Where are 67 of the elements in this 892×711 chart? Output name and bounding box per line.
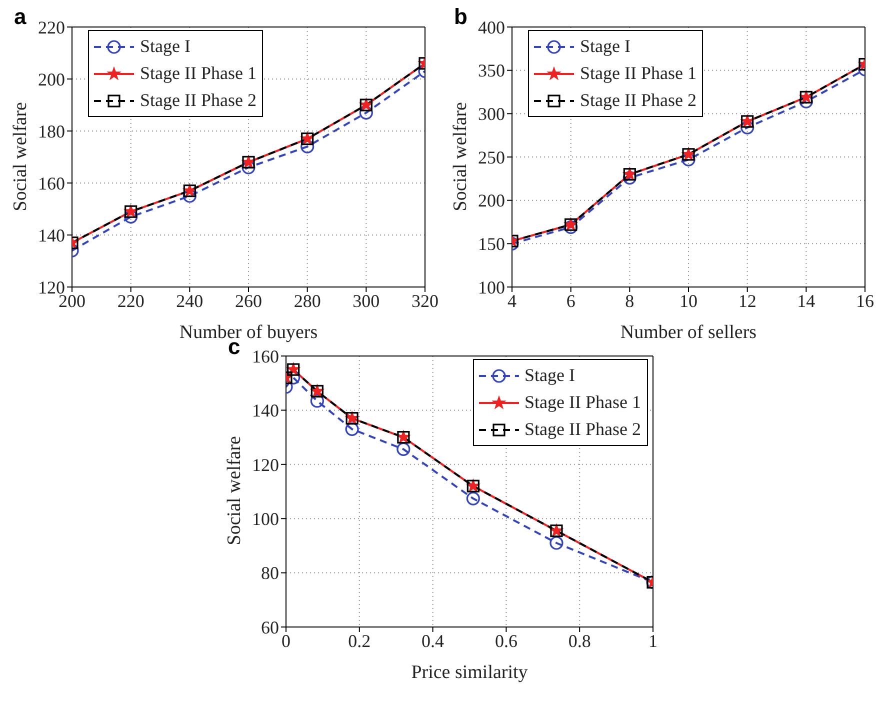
y-tick-label: 140 <box>38 225 65 246</box>
y-axis-title: Social welfare <box>450 102 472 212</box>
point <box>300 140 314 154</box>
point <box>682 152 696 166</box>
y-tick-label: 100 <box>478 277 505 298</box>
x-tick-label: 14 <box>797 290 816 311</box>
legend-label: Stage II Phase 1 <box>140 63 256 84</box>
x-tick-label: 0.4 <box>422 630 444 651</box>
x-axis-title: Price similarity <box>411 662 528 683</box>
point <box>345 422 359 436</box>
x-tick-label: 220 <box>117 290 144 311</box>
legend-label: Stage II Phase 2 <box>140 90 256 111</box>
x-tick-label: 16 <box>856 290 874 311</box>
y-axis-title: Social welfare <box>224 436 246 546</box>
y-tick-label: 350 <box>478 60 505 81</box>
point <box>124 210 138 224</box>
x-tick-label: 1 <box>648 630 658 651</box>
x-tick-label: 0.8 <box>568 630 591 651</box>
legend-label: Stage I <box>580 36 630 57</box>
y-tick-label: 160 <box>252 346 279 366</box>
y-tick-label: 60 <box>261 617 279 638</box>
point <box>740 120 754 134</box>
y-axis-title: Social welfare <box>10 102 32 212</box>
x-tick-label: 260 <box>235 290 262 311</box>
y-tick-label: 220 <box>38 17 65 38</box>
y-tick-label: 250 <box>478 147 505 168</box>
legend-label: Stage I <box>140 36 190 57</box>
chart-title: a <box>14 4 26 30</box>
y-tick-label: 180 <box>38 121 65 142</box>
x-tick-label: 320 <box>412 290 438 311</box>
legend-label: Stage I <box>524 365 575 386</box>
point <box>310 394 324 408</box>
point <box>396 442 410 456</box>
x-tick-label: 240 <box>176 290 204 311</box>
x-tick-label: 4 <box>508 290 516 311</box>
x-tick-label: 10 <box>680 290 698 311</box>
x-tick-label: 280 <box>294 290 321 311</box>
y-tick-label: 150 <box>478 234 505 254</box>
x-tick-label: 0 <box>282 630 290 651</box>
y-tick-label: 300 <box>478 104 505 124</box>
chart-title: b <box>454 4 468 30</box>
x-tick-label: 300 <box>352 290 380 311</box>
legend-label: Stage II Phase 1 <box>524 392 641 413</box>
legend-label: Stage II Phase 2 <box>524 419 641 440</box>
point <box>564 220 578 234</box>
x-tick-label: 12 <box>738 290 756 311</box>
x-tick-label: 0.2 <box>348 630 371 651</box>
y-tick-label: 140 <box>252 400 279 421</box>
y-tick-label: 160 <box>38 173 65 194</box>
y-tick-label: 400 <box>478 17 505 38</box>
x-tick-label: 6 <box>566 290 576 311</box>
y-tick-label: 100 <box>252 508 279 529</box>
legend-label: Stage II Phase 2 <box>580 90 696 111</box>
point <box>799 94 813 108</box>
legend-label: Stage II Phase 1 <box>580 63 696 84</box>
point <box>466 492 480 506</box>
y-tick-label: 200 <box>478 190 505 211</box>
point <box>242 160 256 174</box>
y-tick-label: 80 <box>261 563 279 584</box>
point <box>182 189 196 203</box>
y-tick-label: 120 <box>252 454 279 475</box>
x-tick-label: 8 <box>625 290 634 311</box>
point <box>359 106 373 120</box>
point <box>550 536 564 550</box>
y-tick-label: 200 <box>38 69 65 90</box>
x-axis-title: Number of sellers <box>620 322 757 343</box>
x-tick-label: 0.6 <box>494 630 518 651</box>
